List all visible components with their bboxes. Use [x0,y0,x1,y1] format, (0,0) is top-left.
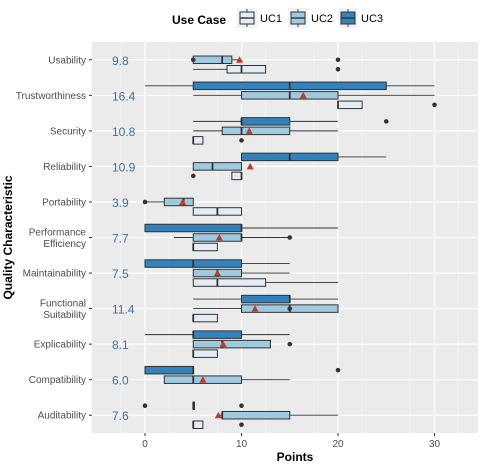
category-label: Functional [40,298,86,309]
mean-value-label: 11.4 [112,303,135,317]
box-uc1 [192,278,267,287]
box-uc3 [192,330,242,339]
x-tick-label: 10 [236,439,248,450]
outlier-point [239,422,244,428]
category-label: Suitability [43,310,86,321]
outlier-point [383,119,389,124]
grid-lines [92,42,478,433]
outlier-point [335,57,341,63]
mean-marker [199,376,207,383]
mean-marker [215,234,223,241]
y-axis-title: Quality Characteristic [1,175,15,299]
category-label: Usability [48,55,86,66]
x-tick-label: 20 [332,439,344,450]
box-uc2 [221,410,291,420]
outlier-point [287,341,293,347]
box-uc2 [192,162,242,171]
box-uc3 [241,294,291,304]
mean-marker [179,198,187,205]
outlier-point [287,306,293,311]
mean-marker [246,162,254,170]
mean-value-label: 8.1 [112,338,129,352]
outlier-point [287,235,293,240]
outlier-point [190,173,196,179]
box-uc1 [192,349,218,358]
category-label: Trustworthiness [16,91,86,102]
mean-value-label: 6.0 [112,374,129,388]
box-uc3 [241,117,291,126]
box-uc2 [192,55,233,65]
x-tick-label: 0 [142,439,148,450]
outlier-point [190,57,196,63]
category-label: Security [50,126,86,137]
mean-marker [236,56,244,63]
outlier-point [432,102,437,108]
mean-marker [251,305,259,312]
legend-label-uc3: UC3 [361,13,383,25]
category-label: Efficiency [43,239,86,250]
mean-value-label: 3.9 [112,196,129,210]
box-uc3 [144,365,194,375]
category-label: Portability [42,197,86,208]
box-uc2 [192,339,271,349]
outlier-point [335,66,341,72]
box-uc3 [144,223,242,233]
outlier-point [239,403,244,409]
mean-value-label: 7.6 [112,409,129,423]
box-uc2 [221,126,291,136]
box-uc2 [163,197,194,207]
mean-value-label: 16.4 [112,89,136,103]
outlier-point [335,367,341,373]
box-uc1 [231,171,243,181]
box-uc1 [337,100,363,110]
category-label: Explicability [34,340,86,351]
mean-value-label: 10.9 [112,160,136,174]
category-label: Reliability [43,162,86,173]
category-label: Auditability [38,411,86,422]
boxes [142,55,437,429]
outlier-point [142,403,148,409]
y-tick-labels: Usability 9.8 Trustworthiness 16.4 Security 1… [16,54,136,423]
category-label: Performance [29,227,87,238]
mean-marker [219,340,227,348]
x-tick-labels: 0 10 20 30 [142,433,440,450]
x-tick-label: 30 [429,439,441,450]
mean-marker [299,91,307,99]
legend-label-uc1: UC1 [260,13,282,25]
category-label: Compatibility [29,375,86,386]
box-uc1 [226,65,267,74]
mean-marker [213,269,221,277]
mean-value-label: 7.7 [112,232,129,246]
box-uc1 [192,313,218,323]
box-uc1 [192,242,218,252]
mean-value-label: 10.8 [112,125,136,139]
outlier-point [239,138,244,143]
box-uc1 [192,420,204,429]
outlier-point [142,199,148,205]
legend-label-uc2: UC2 [311,13,333,25]
mean-marker [245,127,253,134]
legend: Use Case UC1 UC2 UC3 [172,8,383,28]
category-label: Maintainability [23,269,86,280]
mean-value-label: 7.5 [112,267,129,281]
mean-marker [214,411,222,419]
mean-value-label: 9.8 [112,54,129,68]
legend-title: Use Case [172,13,226,27]
box-uc1 [192,136,204,145]
x-axis-title: Points [277,450,314,464]
